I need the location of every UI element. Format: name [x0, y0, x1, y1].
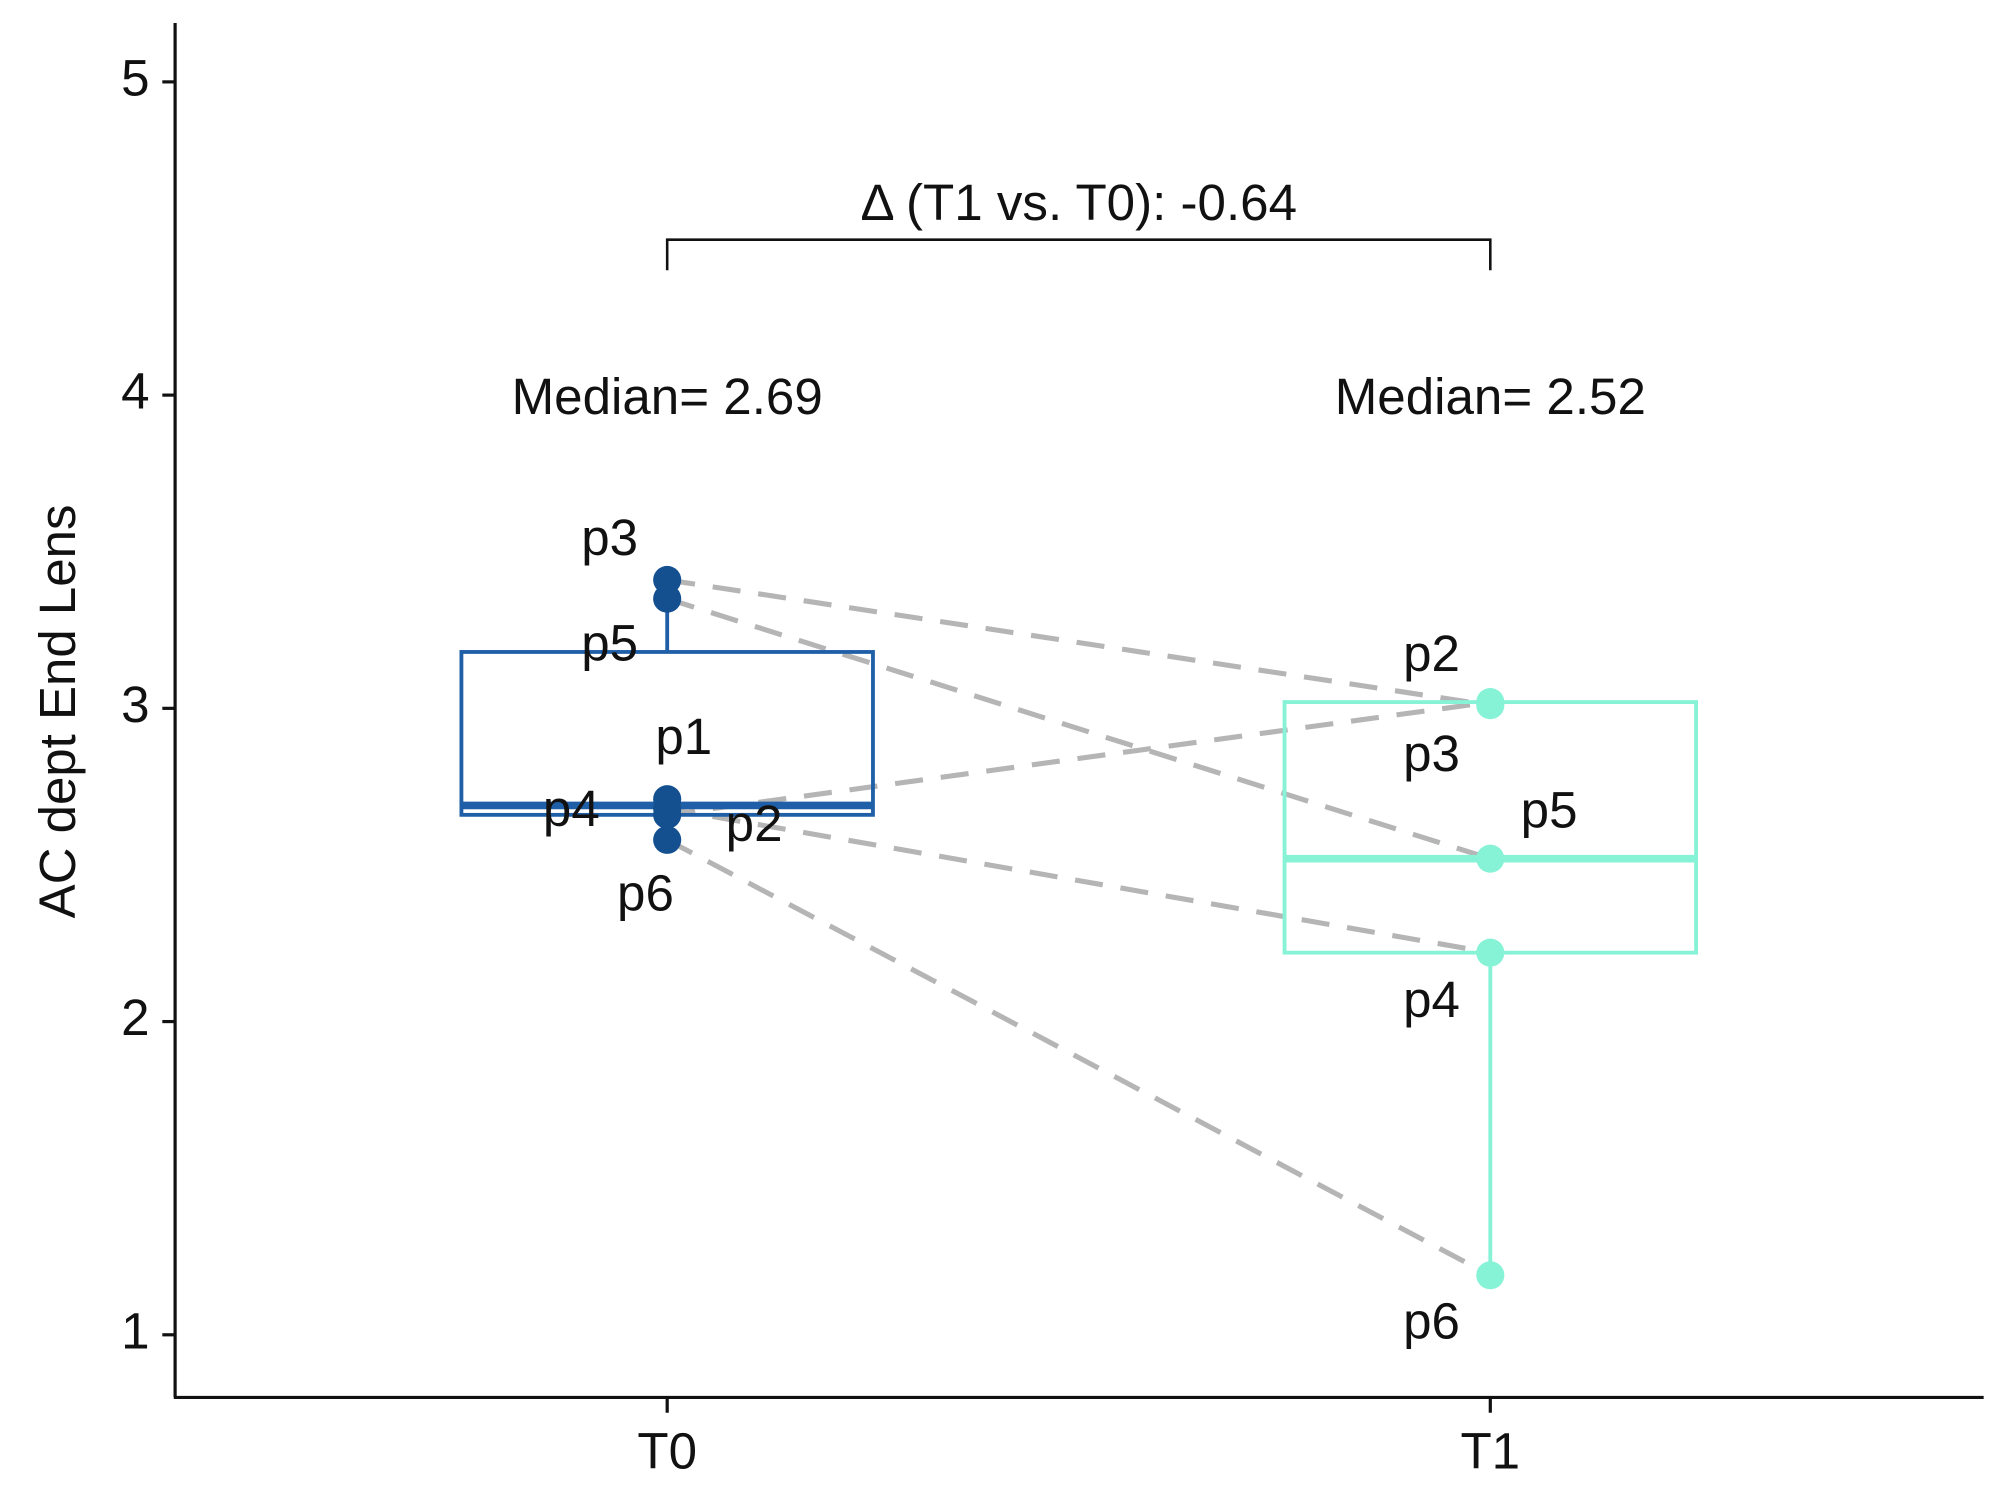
median-label: Median= 2.52	[1335, 368, 1646, 425]
point	[1476, 691, 1505, 720]
point-label: p5	[581, 615, 638, 672]
annotation: Δ (T1 vs. T0): -0.64	[860, 174, 1297, 231]
y-tick-label: 4	[121, 363, 149, 420]
point	[1476, 938, 1505, 967]
y-axis-title: AC dept End Lens	[29, 505, 86, 919]
y-tick-label: 1	[121, 1302, 149, 1359]
x-tick-label: T1	[1460, 1422, 1520, 1479]
y-tick-label: 2	[121, 989, 149, 1046]
point-label: p5	[1521, 782, 1578, 839]
paired-line	[666, 806, 1491, 956]
point-label: p4	[1403, 971, 1460, 1028]
y-tick-label: 3	[121, 676, 149, 733]
point	[1476, 844, 1505, 873]
point-label: p2	[726, 795, 783, 852]
point	[653, 584, 682, 613]
point-label: p4	[543, 780, 600, 837]
box	[1282, 700, 1698, 955]
paired-line	[666, 596, 1492, 862]
bracket	[665, 238, 1492, 271]
x-tick-label: T0	[637, 1422, 697, 1479]
point	[653, 794, 682, 823]
paired-line	[666, 699, 1491, 818]
point-label: p6	[617, 865, 674, 922]
point-label: p3	[1403, 725, 1460, 782]
point	[1476, 1261, 1505, 1290]
point-label: p1	[655, 708, 712, 765]
median-label: Median= 2.69	[512, 368, 823, 425]
paired-line	[666, 577, 1491, 708]
paired-line	[665, 837, 1492, 1278]
point-label: p6	[1403, 1293, 1460, 1350]
y-tick-label: 5	[121, 49, 149, 106]
point-label: p2	[1403, 625, 1460, 682]
point-label: p3	[581, 509, 638, 566]
point	[653, 825, 682, 854]
